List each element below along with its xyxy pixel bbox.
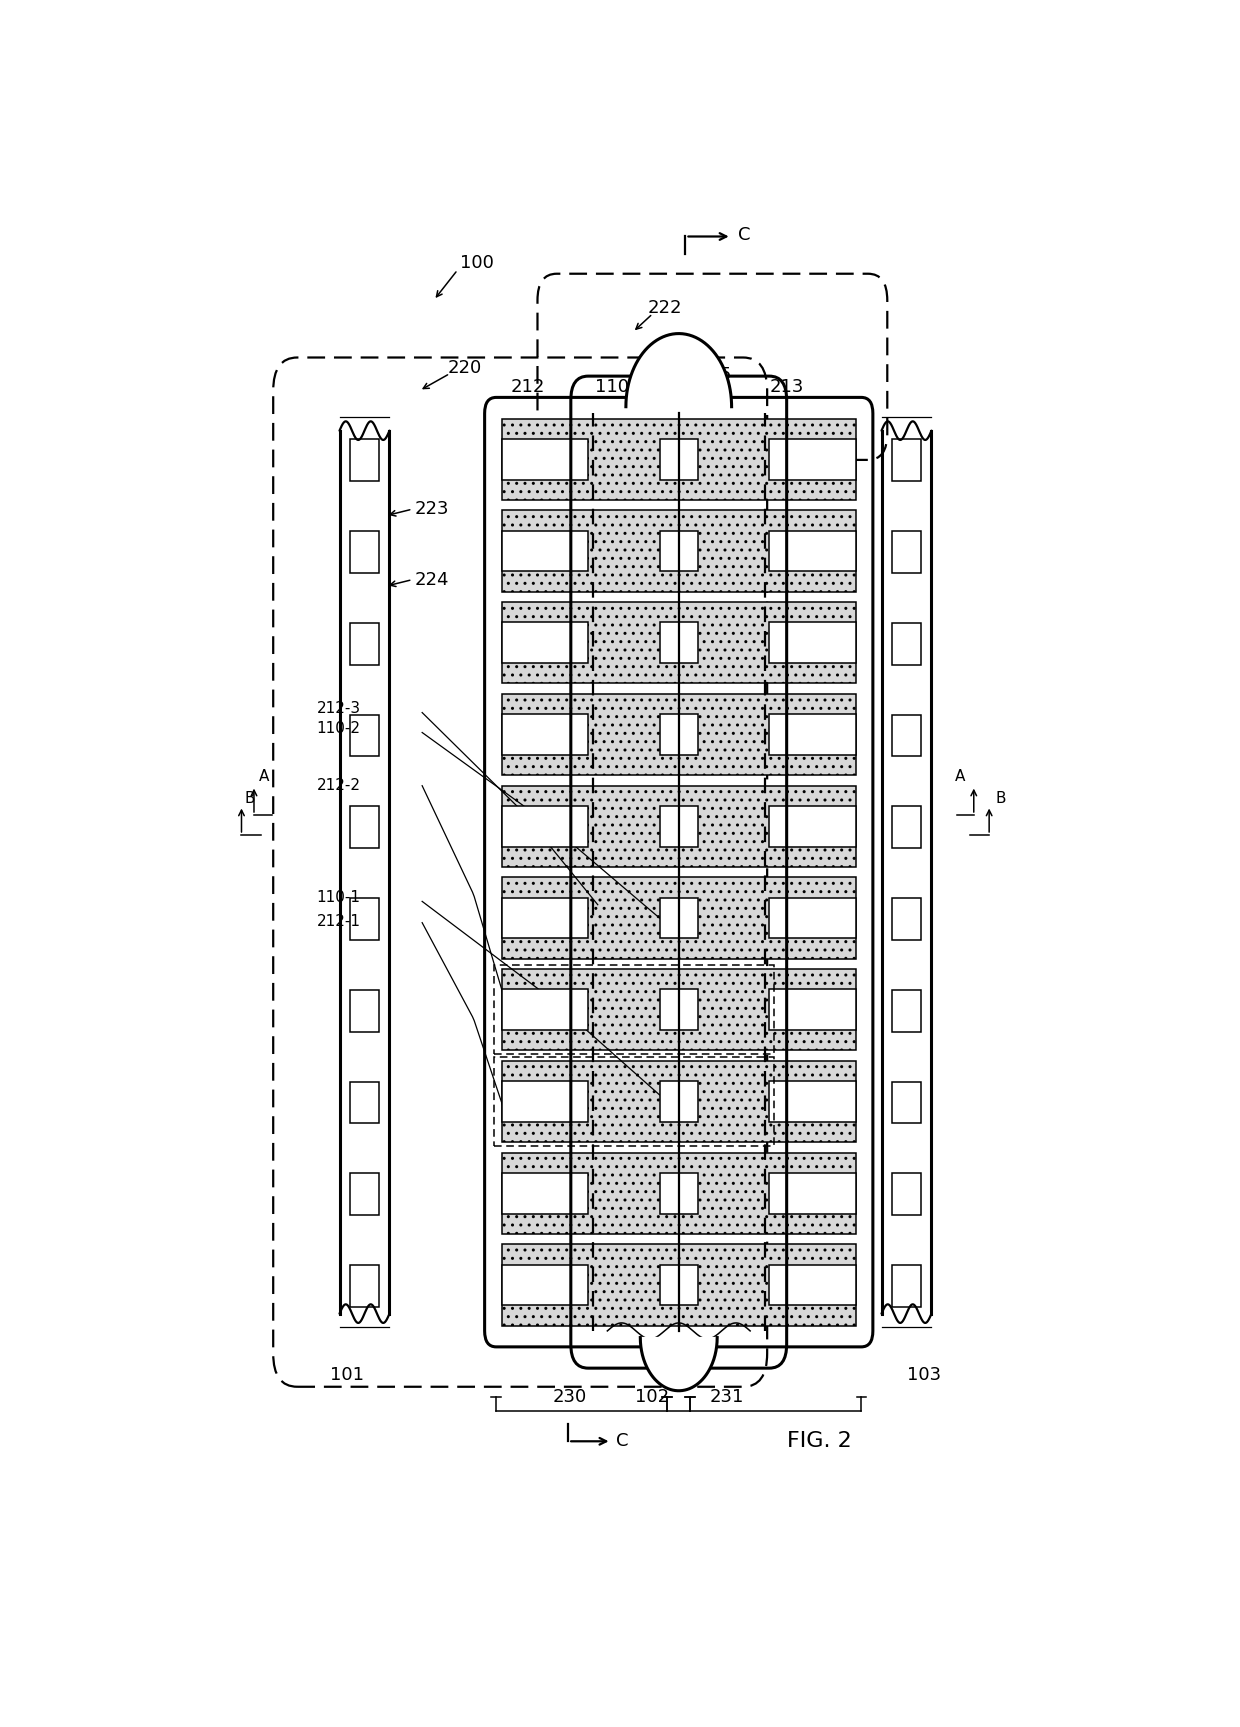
- Bar: [495, 965, 774, 1053]
- Bar: [495, 1057, 774, 1147]
- Bar: [502, 786, 856, 867]
- Bar: [769, 439, 856, 480]
- Text: 224: 224: [414, 570, 449, 589]
- Text: FIG. 2: FIG. 2: [787, 1432, 852, 1451]
- Bar: [502, 694, 856, 775]
- Bar: [660, 439, 698, 480]
- Bar: [892, 807, 921, 848]
- Bar: [502, 1245, 856, 1326]
- Bar: [660, 807, 698, 846]
- Text: 110: 110: [595, 378, 629, 395]
- Text: 212-1: 212-1: [316, 914, 361, 929]
- Bar: [660, 1081, 698, 1123]
- Text: A: A: [259, 769, 269, 784]
- Bar: [502, 418, 856, 499]
- Bar: [502, 1264, 588, 1306]
- Bar: [660, 1173, 698, 1214]
- Text: A: A: [955, 769, 965, 784]
- Text: 212-3: 212-3: [316, 701, 361, 717]
- Bar: [502, 511, 856, 592]
- Bar: [769, 530, 856, 572]
- Text: 231: 231: [709, 1389, 744, 1406]
- Bar: [892, 530, 921, 573]
- Bar: [350, 990, 379, 1031]
- Polygon shape: [626, 333, 732, 408]
- Text: 110-1: 110-1: [316, 889, 361, 905]
- Bar: [502, 1081, 588, 1123]
- Bar: [502, 807, 588, 846]
- Bar: [502, 1060, 856, 1142]
- Text: 230: 230: [553, 1389, 588, 1406]
- Text: 100: 100: [460, 254, 494, 273]
- Text: 102: 102: [635, 1389, 668, 1406]
- Text: 220: 220: [448, 359, 482, 376]
- Bar: [502, 990, 588, 1029]
- Text: 110-2: 110-2: [316, 720, 361, 736]
- Bar: [350, 530, 379, 573]
- Bar: [350, 439, 379, 482]
- Bar: [892, 715, 921, 756]
- Bar: [660, 990, 698, 1029]
- Bar: [769, 715, 856, 755]
- Bar: [769, 1081, 856, 1123]
- Bar: [502, 877, 856, 958]
- Polygon shape: [640, 1337, 717, 1390]
- Bar: [350, 1266, 379, 1307]
- Bar: [769, 622, 856, 663]
- Bar: [892, 898, 921, 939]
- Bar: [892, 623, 921, 665]
- Text: 101: 101: [330, 1366, 365, 1383]
- Bar: [660, 715, 698, 755]
- Text: 111: 111: [693, 378, 728, 395]
- Bar: [769, 1264, 856, 1306]
- Bar: [350, 1173, 379, 1216]
- Bar: [350, 715, 379, 756]
- Bar: [502, 603, 856, 684]
- Bar: [892, 1081, 921, 1124]
- Text: 222: 222: [649, 299, 682, 318]
- Text: B: B: [244, 791, 255, 807]
- Bar: [892, 1173, 921, 1216]
- Bar: [350, 807, 379, 848]
- Text: C: C: [738, 226, 751, 244]
- Bar: [892, 990, 921, 1031]
- Text: 223: 223: [414, 501, 449, 518]
- Bar: [660, 530, 698, 572]
- Bar: [660, 1264, 698, 1306]
- Bar: [350, 623, 379, 665]
- Text: B: B: [996, 791, 1007, 807]
- Bar: [502, 715, 588, 755]
- Bar: [769, 807, 856, 846]
- Bar: [502, 530, 588, 572]
- Bar: [350, 898, 379, 939]
- Text: 103: 103: [906, 1366, 941, 1383]
- Bar: [892, 439, 921, 482]
- Bar: [660, 898, 698, 938]
- Bar: [892, 1266, 921, 1307]
- Bar: [350, 1081, 379, 1124]
- Text: C: C: [616, 1432, 629, 1451]
- Bar: [502, 622, 588, 663]
- Bar: [769, 990, 856, 1029]
- Bar: [502, 969, 856, 1050]
- Text: 212: 212: [511, 378, 544, 395]
- Bar: [769, 898, 856, 938]
- Bar: [502, 898, 588, 938]
- Bar: [502, 439, 588, 480]
- Bar: [502, 1152, 856, 1233]
- Text: 212-2: 212-2: [316, 779, 361, 793]
- Bar: [660, 622, 698, 663]
- Text: 225: 225: [698, 366, 733, 383]
- Bar: [769, 1173, 856, 1214]
- Bar: [502, 1173, 588, 1214]
- Text: 213: 213: [770, 378, 805, 395]
